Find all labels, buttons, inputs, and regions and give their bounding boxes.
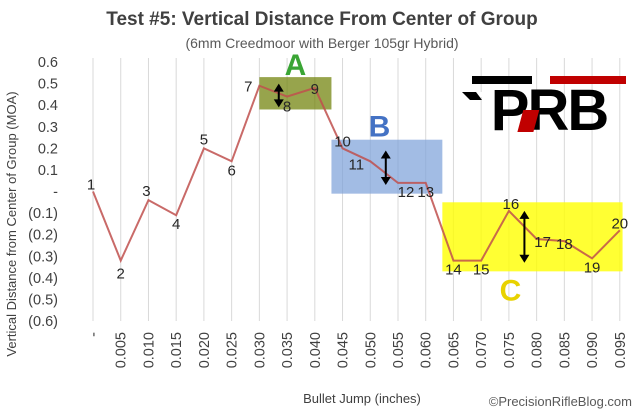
x-tick-label-2: 0.010 (141, 332, 157, 368)
y-tick-label-8: (0.2) (28, 228, 58, 244)
x-tick-label-5: 0.025 (225, 332, 241, 368)
point-label-16: 16 (503, 196, 520, 213)
point-label-8: 8 (283, 99, 291, 116)
spread-arrow-1 (273, 83, 284, 108)
x-tick-label-8: 0.040 (308, 332, 324, 368)
y-tick-label-5: 0.1 (38, 163, 58, 179)
x-axis-label: Bullet Jump (inches) (303, 391, 421, 406)
series-line (92, 84, 621, 264)
chart-subtitle: (6mm Creedmoor with Berger 105gr Hybrid) (185, 35, 458, 51)
point-label-9: 9 (311, 81, 319, 98)
point-label-4: 4 (172, 216, 180, 233)
x-tick-label-0: - (86, 332, 102, 337)
x-tick-label-6: 0.030 (252, 332, 268, 368)
logo-bar-black (472, 76, 532, 84)
point-label-10: 10 (334, 133, 351, 150)
point-label-19: 19 (584, 259, 601, 276)
region-b (331, 139, 443, 194)
series (92, 84, 621, 264)
y-tick-label-7: (0.1) (28, 206, 58, 222)
spread-arrow-2 (380, 150, 391, 186)
x-tick-label-14: 0.070 (474, 332, 490, 368)
logo-red-wedge (517, 110, 540, 132)
point-label-6: 6 (227, 162, 235, 179)
y-tick-label-4: 0.2 (38, 141, 58, 157)
point-label-14: 14 (445, 262, 462, 279)
point-label-5: 5 (200, 131, 208, 148)
prb-logo: PRB (462, 76, 626, 143)
y-tick-label-6: - (53, 185, 58, 201)
x-tick-label-19: 0.095 (613, 332, 629, 368)
spread-arrow-3 (519, 210, 530, 263)
y-tick-label-1: 0.5 (38, 77, 58, 93)
y-tick-label-2: 0.4 (38, 98, 58, 114)
logo-rifle-icon (464, 92, 546, 97)
x-tick-label-10: 0.050 (363, 332, 379, 368)
x-tick-label-13: 0.065 (446, 332, 462, 368)
region-letter-c: C (500, 274, 522, 307)
y-tick-label-3: 0.3 (38, 120, 58, 136)
y-tick-label-9: (0.3) (28, 249, 58, 265)
region-letter-a: A (285, 49, 307, 82)
point-label-18: 18 (556, 236, 573, 253)
x-tick-label-12: 0.060 (419, 332, 435, 368)
x-tick-label-3: 0.015 (169, 332, 185, 368)
logo-rifle-stock-icon (462, 92, 482, 100)
y-tick-label-10: (0.4) (28, 271, 58, 287)
point-label-1: 1 (87, 177, 95, 194)
x-tick-label-4: 0.020 (197, 332, 213, 368)
y-axis-label: Vertical Distance from Center of Group (… (4, 91, 19, 356)
chart-title: Test #5: Vertical Distance From Center o… (106, 9, 537, 30)
x-tick-label-17: 0.085 (557, 332, 573, 368)
x-tick-label-7: 0.035 (280, 332, 296, 368)
x-tick-label-18: 0.090 (585, 332, 601, 368)
logo-bar-red (550, 76, 626, 84)
y-tick-label-12: (0.6) (28, 314, 58, 330)
point-label-2: 2 (117, 266, 125, 283)
y-tick-labels: 0.6 0.5 0.4 0.3 0.2 0.1 - (0.1) (0.2) (0.3) (0.4) (… (28, 55, 58, 330)
x-tick-label-11: 0.055 (391, 332, 407, 368)
x-tick-label-1: 0.005 (114, 332, 130, 368)
point-label-11: 11 (348, 156, 364, 173)
point-label-17: 17 (534, 234, 551, 251)
x-tick-label-16: 0.080 (530, 332, 546, 368)
point-label-7: 7 (244, 79, 252, 96)
point-label-13: 13 (417, 184, 434, 201)
point-label-20: 20 (611, 215, 628, 232)
y-tick-label-0: 0.6 (38, 55, 58, 71)
point-label-15: 15 (473, 262, 490, 279)
x-tick-label-9: 0.045 (336, 332, 352, 368)
logo-text: PRB (491, 78, 608, 143)
region-letter-b: B (369, 111, 391, 144)
x-tick-labels: - 0.005 0.010 0.015 0.020 0.025 0.030 0.035 0.04… (86, 332, 629, 368)
y-tick-label-11: (0.5) (28, 292, 58, 308)
point-label-12: 12 (398, 184, 415, 201)
x-tick-label-15: 0.075 (502, 332, 518, 368)
credit-text: ©PrecisionRifleBlog.com (489, 394, 632, 409)
point-label-3: 3 (142, 183, 150, 200)
spread-arrows (273, 83, 530, 263)
